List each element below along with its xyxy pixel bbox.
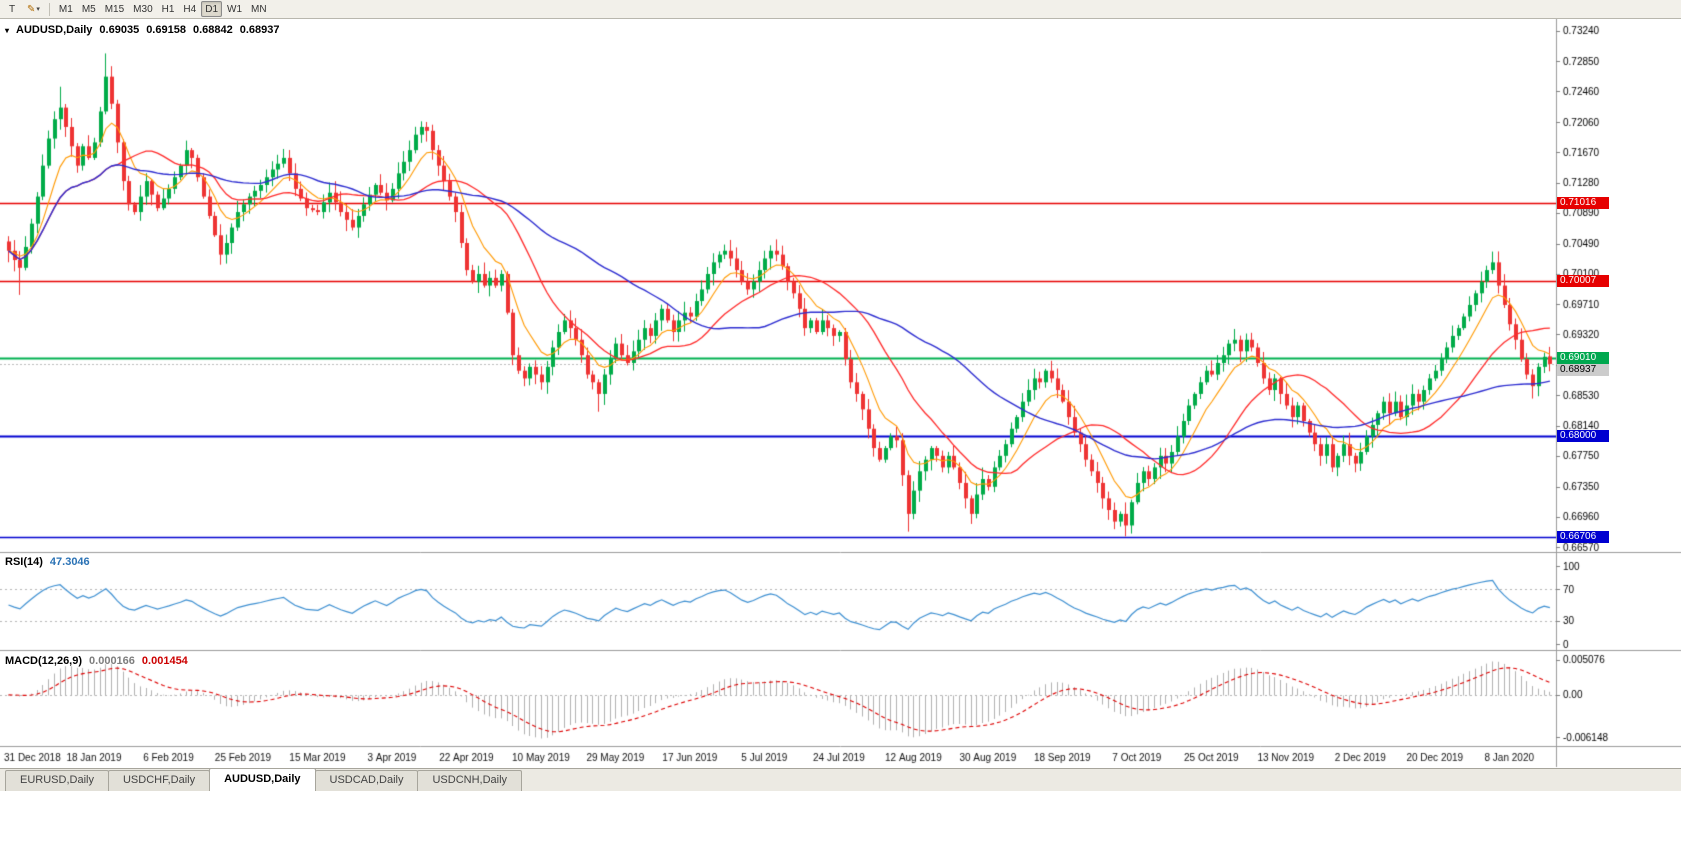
timeframe-button-mn[interactable]: MN	[247, 1, 271, 17]
drawing-tools-dropdown[interactable]: ✎ ▾	[23, 1, 44, 17]
timeframe-button-h1[interactable]: H1	[158, 1, 179, 17]
toolbar-separator	[48, 2, 50, 16]
tab-audusd-daily[interactable]: AUDUSD,Daily	[209, 768, 316, 791]
price-tag-0.70007[interactable]: 0.70007	[1557, 275, 1609, 288]
timeframe-button-d1[interactable]: D1	[201, 1, 223, 17]
timeframe-button-group: M1 M5 M15 M30 H1 H4 D1 W1 MN	[55, 1, 271, 17]
timeframe-button-m1[interactable]: M1	[55, 1, 77, 17]
timeframe-button-w1[interactable]: W1	[223, 1, 246, 17]
toolbar: T ✎ ▾ M1 M5 M15 M30 H1 H4 D1 W1 MN	[0, 0, 1681, 19]
timeframe-button-m30[interactable]: M30	[129, 1, 156, 17]
tab-eurusd-daily[interactable]: EURUSD,Daily	[5, 770, 109, 791]
tab-usdcnh-daily[interactable]: USDCNH,Daily	[417, 770, 523, 791]
price-tag-0.68000[interactable]: 0.68000	[1557, 430, 1609, 443]
tab-usdcad-daily[interactable]: USDCAD,Daily	[314, 770, 419, 791]
price-tag-0.69010[interactable]: 0.69010	[1557, 352, 1609, 365]
price-tag-0.71016[interactable]: 0.71016	[1557, 197, 1609, 210]
price-tag-0.66706[interactable]: 0.66706	[1557, 530, 1609, 543]
chart-tab-bar: EURUSD,Daily USDCHF,Daily AUDUSD,Daily USDC…	[0, 768, 1681, 791]
price-tag-0.68937: 0.68937	[1557, 364, 1609, 377]
pencil-icon: ✎	[27, 3, 36, 15]
text-tool-button[interactable]: T	[2, 1, 22, 17]
timeframe-button-h4[interactable]: H4	[179, 1, 200, 17]
chart-area: ▾ AUDUSD,Daily 0.69035 0.69158 0.68842 0…	[0, 19, 1681, 768]
timeframe-button-m5[interactable]: M5	[78, 1, 100, 17]
price-chart-canvas[interactable]	[0, 19, 1681, 768]
timeframe-button-m15[interactable]: M15	[101, 1, 128, 17]
tab-usdchf-daily[interactable]: USDCHF,Daily	[107, 770, 211, 791]
chevron-down-icon: ▾	[36, 6, 40, 13]
